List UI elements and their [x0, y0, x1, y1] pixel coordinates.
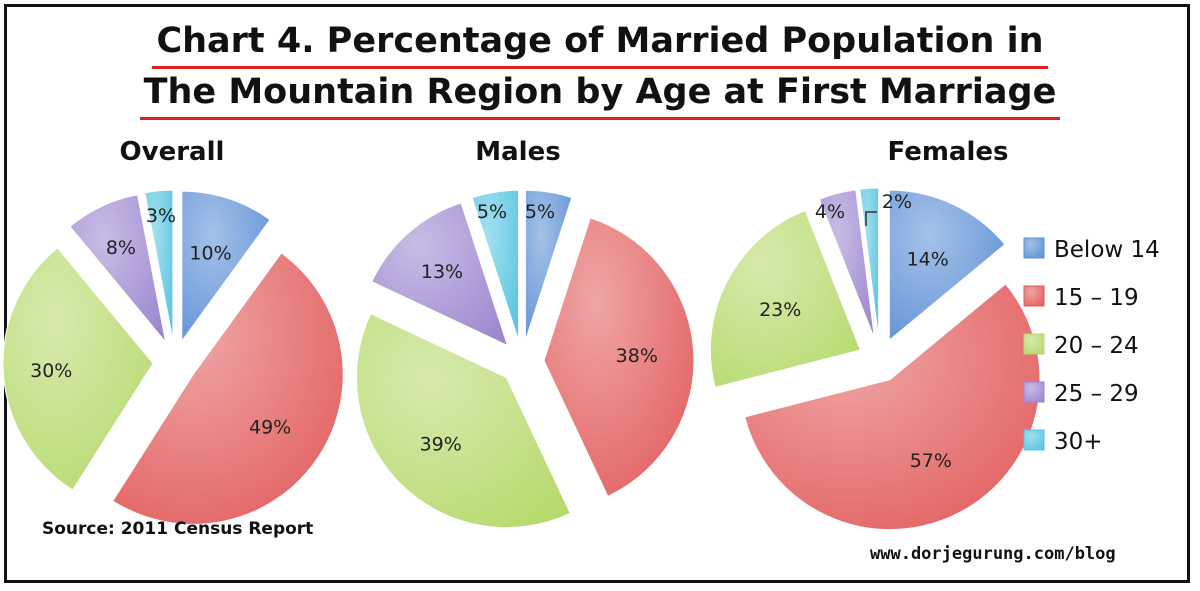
slice-25-29: [69, 194, 167, 343]
legend-swatch: [1023, 237, 1045, 259]
pie-females: Females 14% 57% 23% 4% 2%: [709, 137, 1041, 531]
pie-males: Males 5% 38% 39% 13% 5%: [355, 137, 695, 529]
legend-swatch: [1023, 333, 1045, 355]
slice-20-24: [355, 313, 571, 529]
slice-15-19: [112, 252, 344, 525]
slice-20-24: [2, 247, 154, 491]
slice-label: 38%: [616, 345, 658, 367]
slice-30: [859, 187, 880, 339]
slice-label: 23%: [759, 299, 801, 321]
slice-label: 3%: [146, 205, 176, 227]
pie-title: Females: [888, 137, 1009, 167]
legend-label: 30+: [1054, 429, 1103, 455]
slice-label: 13%: [421, 261, 463, 283]
legend-swatch: [1023, 285, 1045, 307]
slice-label: 8%: [106, 237, 136, 259]
slice-label: 14%: [907, 249, 949, 271]
slice-label: 57%: [910, 450, 952, 472]
slice-label: 2%: [882, 191, 912, 213]
slice-label: 49%: [249, 417, 291, 439]
pie-title: Overall: [120, 137, 225, 167]
slice-label: 10%: [189, 243, 231, 265]
slice-30: [471, 189, 520, 341]
slice-label: 4%: [815, 201, 845, 223]
legend: Below 14 15 – 19 20 – 24 25 – 29 30+: [1023, 237, 1160, 455]
slice-label: 39%: [420, 433, 462, 455]
slice-below-14: [181, 190, 271, 343]
website-url: www.dorjegurung.com/blog: [870, 544, 1116, 564]
slice-20-24: [709, 209, 862, 388]
slice-label: 5%: [477, 201, 507, 223]
slice-below-14: [888, 189, 1006, 342]
legend-swatch: [1023, 381, 1045, 403]
pie-title: Males: [475, 137, 560, 167]
legend-label: 25 – 29: [1054, 381, 1139, 407]
title-line-2: The Mountain Region by Age at First Marr…: [139, 69, 1061, 120]
source-note: Source: 2011 Census Report: [42, 519, 314, 539]
legend-label: 20 – 24: [1054, 333, 1139, 359]
slice-label: 5%: [525, 201, 555, 223]
chart-title: Chart 4. Percentage of Married Populatio…: [0, 18, 1200, 120]
legend-label: Below 14: [1054, 237, 1160, 263]
slice-below-14: [524, 189, 573, 341]
legend-swatch: [1023, 429, 1045, 451]
title-line-1: Chart 4. Percentage of Married Populatio…: [152, 18, 1048, 69]
slice-25-29: [818, 189, 876, 339]
leader-line: [865, 211, 877, 226]
slice-30: [144, 189, 174, 341]
legend-label: 15 – 19: [1054, 285, 1139, 311]
pie-overall: Overall 10% 49% 30% 8% 3%: [2, 137, 344, 525]
slice-label: 30%: [30, 360, 72, 382]
slice-15-19: [543, 217, 695, 498]
slice-25-29: [371, 202, 509, 347]
